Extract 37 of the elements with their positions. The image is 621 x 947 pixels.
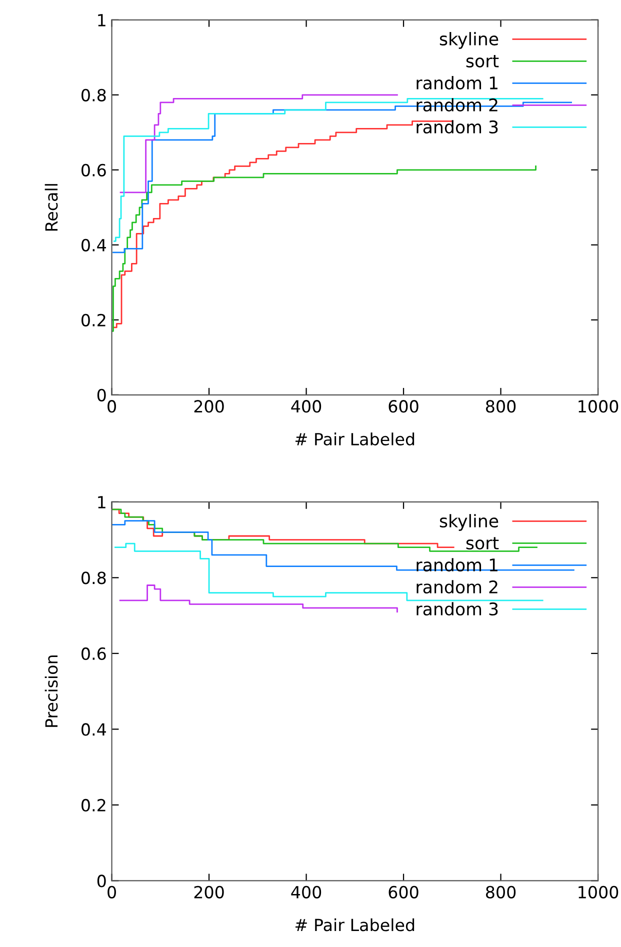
y-tick-label: 0.6 — [82, 164, 106, 176]
y-tick-label: 0 — [97, 388, 106, 402]
x-tick-label: 1000 — [578, 886, 618, 898]
legend-label: random 1 — [416, 558, 498, 572]
y-tick-label: 0.4 — [82, 723, 106, 736]
x-tick-label: 1000 — [578, 400, 618, 413]
x-tick-label: 600 — [388, 886, 418, 898]
y-tick-label: 0 — [97, 874, 106, 888]
legend-label: sort — [466, 55, 499, 68]
y-tick-label: 0.8 — [82, 88, 106, 102]
x-tick-label: 0 — [108, 886, 116, 898]
legend-label: random 1 — [416, 76, 498, 90]
x-tick-label: 800 — [486, 400, 516, 413]
y-tick-label: 0.8 — [82, 572, 106, 584]
legend-label: sort — [466, 537, 499, 550]
legend-label: random 2 — [416, 580, 498, 594]
y-tick-label: 0.6 — [82, 647, 106, 660]
x-tick-label: 800 — [486, 886, 516, 898]
y-tick-label: 0.4 — [82, 238, 106, 252]
legend-label: random 3 — [416, 602, 498, 616]
legend-label: skyline — [440, 32, 498, 49]
x-tick-label: 200 — [194, 886, 224, 898]
y-axis-title: Recall — [44, 184, 58, 231]
legend-label: random 3 — [416, 120, 498, 134]
x-axis-title: # Pair Labeled — [296, 432, 414, 446]
legend-label: skyline — [440, 514, 498, 531]
y-axis-title: Precision — [44, 656, 58, 727]
y-tick-label: 1 — [98, 14, 106, 26]
y-tick-label: 0.2 — [82, 314, 106, 326]
x-tick-label: 200 — [194, 400, 224, 413]
x-tick-label: 600 — [388, 400, 418, 413]
x-tick-label: 400 — [291, 400, 322, 413]
x-axis-title: # Pair Labeled — [296, 918, 414, 932]
x-tick-label: 0 — [108, 400, 116, 413]
x-tick-label: 400 — [291, 886, 322, 898]
y-tick-label: 0.2 — [82, 798, 106, 812]
y-tick-label: 1 — [98, 496, 106, 508]
